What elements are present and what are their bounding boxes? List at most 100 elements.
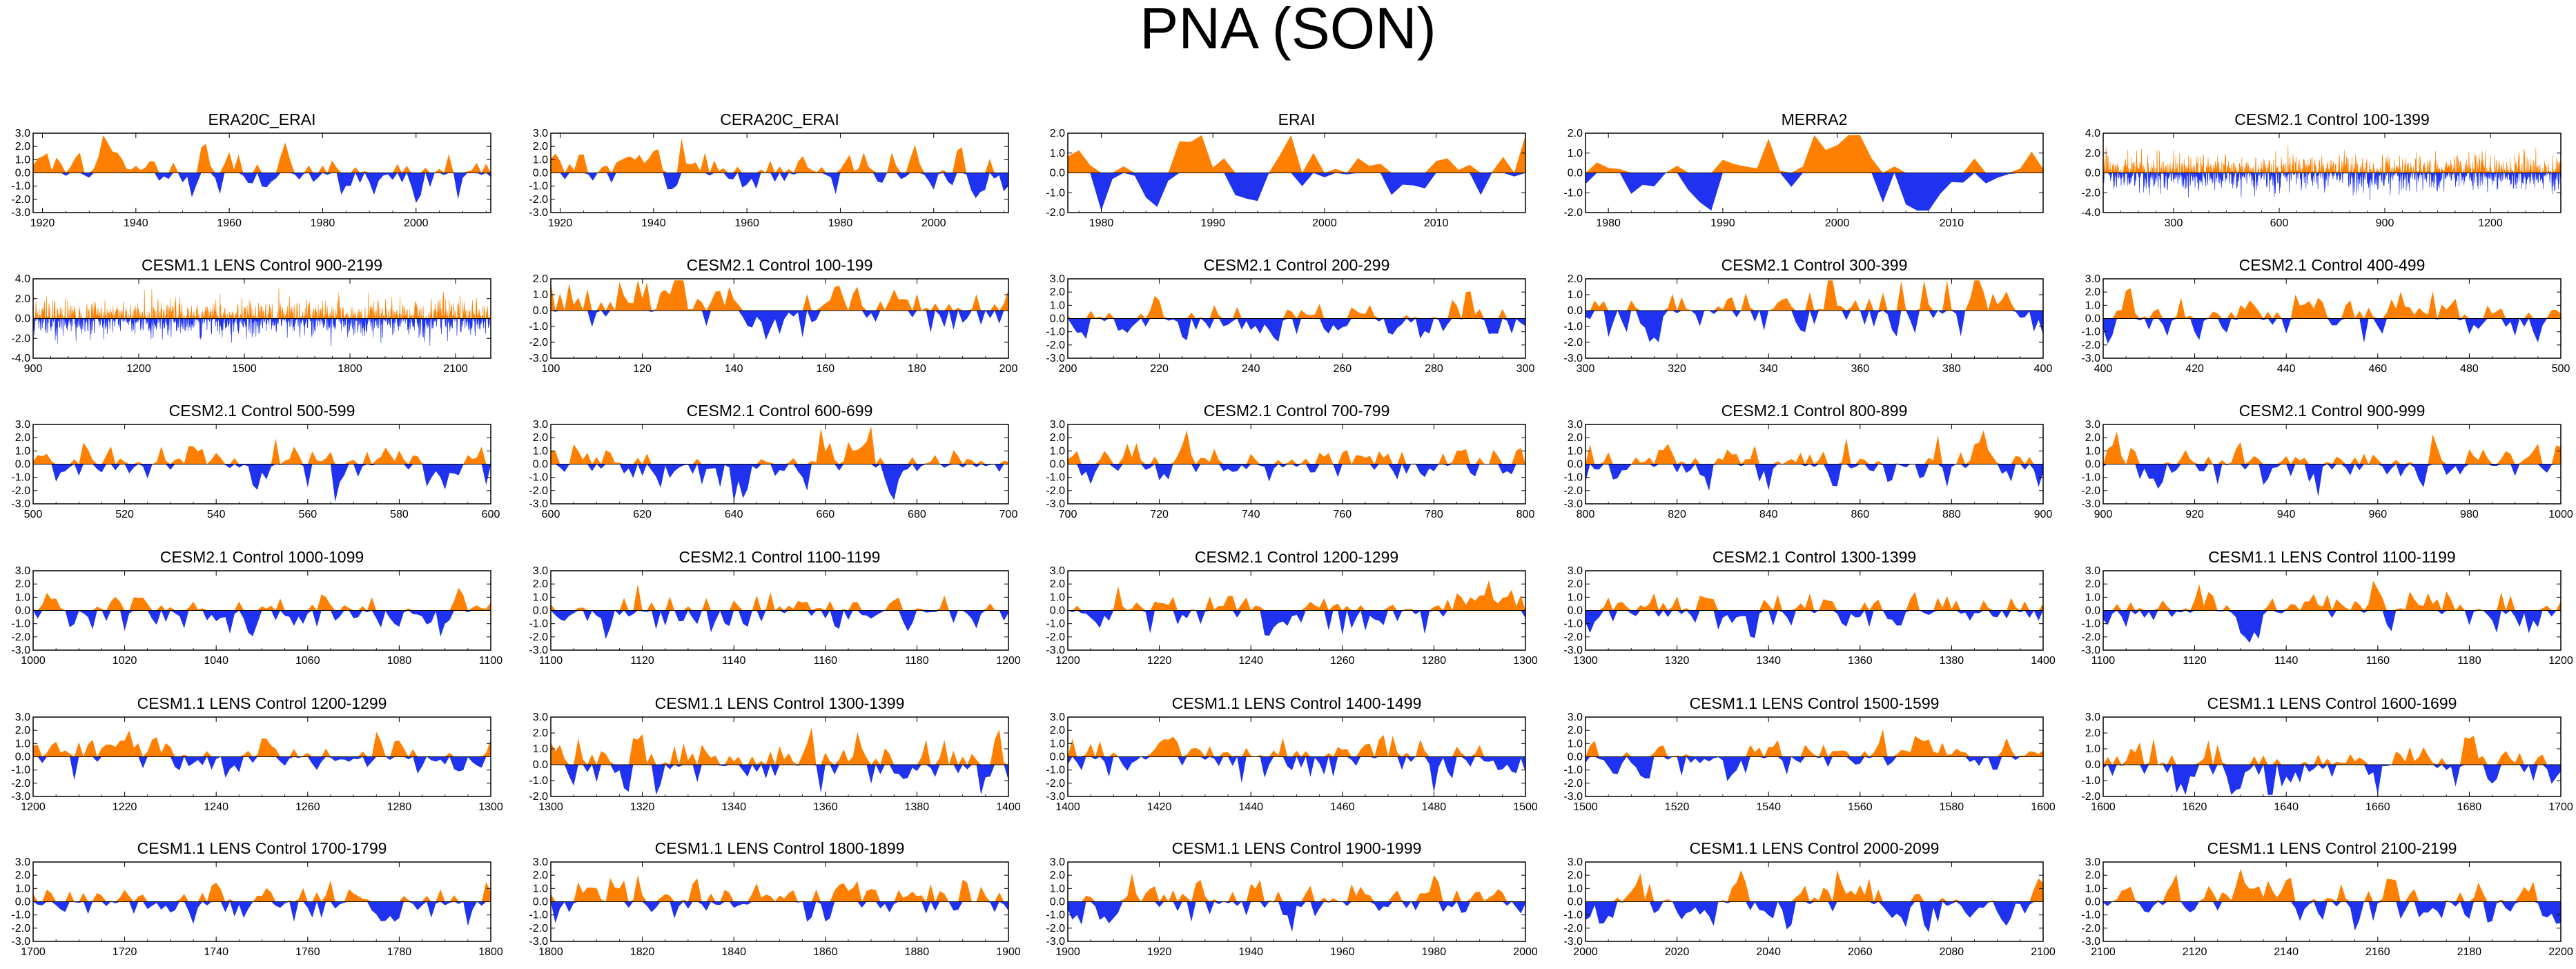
x-tick-label: 1040 <box>204 655 228 667</box>
x-tick-label: 620 <box>633 509 652 520</box>
panel-title: CESM2.1 Control 1200-1299 <box>1195 548 1398 566</box>
y-tick-label: -3.0 <box>1563 936 1583 948</box>
y-tick-label: -3.0 <box>1563 791 1583 803</box>
x-tick-label: 1560 <box>1848 801 1873 813</box>
y-tick-label: -3.0 <box>1563 645 1583 656</box>
positive-area <box>1585 591 2043 611</box>
panel-title: CESM1.1 LENS Control 1700-1799 <box>137 839 387 857</box>
y-tick-label: -1.0 <box>11 618 30 630</box>
y-tick-label: 2.0 <box>2085 870 2100 881</box>
y-tick-label: 3.0 <box>1050 857 1065 868</box>
y-tick-label: 0.0 <box>533 459 548 471</box>
panel-title: CESM1.1 LENS Control 1300-1399 <box>655 694 905 712</box>
panel-18: CESM2.1 Control 1200-1299 3.02.01.0 0.0-1.… <box>1046 548 1537 667</box>
y-tick-label: 1.0 <box>1050 738 1065 750</box>
panel-title: CESM2.1 Control 300-399 <box>1721 256 1908 274</box>
y-tick-label: -2.0 <box>11 194 30 206</box>
y-tick-label: 1.0 <box>2085 743 2100 755</box>
panel-21: CESM1.1 LENS Control 1200-1299 3.0 2.0 1.0 0… <box>11 694 502 813</box>
negative-area <box>551 173 1008 199</box>
y-tick-label: -2.0 <box>529 485 548 497</box>
y-tick-label: 0.0 <box>2085 759 2100 771</box>
negative-area <box>2102 172 2562 201</box>
panel-title: CESM2.1 Control 400-499 <box>2239 256 2426 274</box>
x-tick-label: 1100 <box>479 655 503 667</box>
y-tick-label: 1.0 <box>15 591 30 603</box>
y-tick-label: 1.0 <box>1050 300 1065 311</box>
x-tick-label: 1000 <box>21 655 46 667</box>
negative-area <box>2103 464 2561 497</box>
negative-area <box>1068 756 1525 793</box>
x-tick-label: 1400 <box>996 801 1021 813</box>
x-tick-label: 920 <box>2185 509 2204 520</box>
x-tick-label: 1540 <box>1756 801 1781 813</box>
y-tick-label: 2.0 <box>533 273 548 285</box>
x-tick-label: 1320 <box>1665 655 1690 667</box>
y-tick-label: 2.0 <box>2085 578 2100 590</box>
x-tick-label: 200 <box>1059 363 1077 375</box>
positive-area <box>1068 291 1525 319</box>
y-tick-label: 0.0 <box>1568 752 1583 763</box>
x-tick-label: 760 <box>1333 509 1352 520</box>
x-tick-label: 400 <box>2094 363 2113 375</box>
panel-title: CESM2.1 Control 600-699 <box>687 402 873 420</box>
x-tick-label: 1180 <box>2457 655 2481 667</box>
x-tick-label: 1960 <box>217 217 242 229</box>
positive-area <box>2103 431 2561 464</box>
x-tick-label: 320 <box>1668 363 1686 375</box>
negative-area <box>33 173 491 203</box>
positive-area <box>33 730 491 757</box>
negative-area <box>1068 173 1525 211</box>
negative-area <box>32 317 491 346</box>
x-tick-label: 2000 <box>1513 946 1538 958</box>
y-tick-label: -3.0 <box>11 791 30 803</box>
y-tick-label: -3.0 <box>11 498 30 510</box>
y-tick-label: -3.0 <box>1046 791 1065 803</box>
x-tick-label: 1900 <box>996 946 1021 958</box>
panel-15: CESM2.1 Control 900-9993.02.01.00.0-1.0-… <box>2081 402 2573 520</box>
negative-area <box>1585 311 2043 342</box>
y-tick-label: 3.0 <box>1568 857 1583 868</box>
y-tick-label: -1.0 <box>529 775 548 787</box>
y-tick-label: 1.0 <box>15 738 30 750</box>
y-tick-label: 1.0 <box>15 883 30 894</box>
y-tick-label: -2.0 <box>2081 187 2100 199</box>
negative-area <box>551 901 1008 923</box>
positive-area <box>2103 580 2561 611</box>
x-tick-label: 160 <box>816 363 835 375</box>
positive-area <box>33 438 491 464</box>
y-tick-label: 2.0 <box>2085 286 2100 298</box>
y-tick-label: -1.0 <box>1046 618 1065 630</box>
y-tick-label: -3.0 <box>2081 645 2100 656</box>
y-tick-label: 0.0 <box>1050 897 1065 908</box>
x-tick-label: 1100 <box>2091 655 2116 667</box>
y-tick-label: 2.0 <box>1568 128 1583 139</box>
x-tick-label: 1000 <box>2548 509 2573 520</box>
x-tick-label: 560 <box>298 509 317 520</box>
panel-title: CESM2.1 Control 900-999 <box>2239 402 2426 420</box>
y-tick-label: -1.0 <box>11 181 30 193</box>
y-tick-label: -3.0 <box>1046 353 1065 364</box>
y-tick-label: 2.0 <box>1050 870 1065 881</box>
x-tick-label: 660 <box>816 509 835 520</box>
y-tick-label: 1.0 <box>2085 591 2100 603</box>
x-tick-label: 1980 <box>1089 217 1114 229</box>
y-tick-label: 2.0 <box>15 141 30 153</box>
x-tick-label: 360 <box>1851 363 1869 375</box>
x-tick-label: 1980 <box>1596 217 1621 229</box>
y-tick-label: 3.0 <box>15 128 30 139</box>
x-tick-label: 340 <box>1759 363 1778 375</box>
panel-3: ERAI 2.0 1.0 0.0 -1.0 -2.0 1980 1990 2000 2010 <box>1046 110 1526 229</box>
x-tick-label: 740 <box>1242 509 1260 520</box>
y-tick-label: 3.0 <box>1050 273 1065 285</box>
x-tick-label: 1420 <box>1147 801 1172 813</box>
y-tick-label: -3.0 <box>529 353 548 364</box>
y-tick-label: 3.0 <box>1050 419 1065 431</box>
x-tick-label: 1940 <box>124 217 148 229</box>
positive-area <box>2103 288 2561 319</box>
y-tick-label: -3.0 <box>11 645 30 656</box>
y-tick-label: 2.0 <box>1050 128 1065 139</box>
y-tick-label: 1.0 <box>1568 738 1583 750</box>
y-tick-label: 0.0 <box>533 605 548 617</box>
x-tick-label: 1700 <box>2548 801 2573 813</box>
